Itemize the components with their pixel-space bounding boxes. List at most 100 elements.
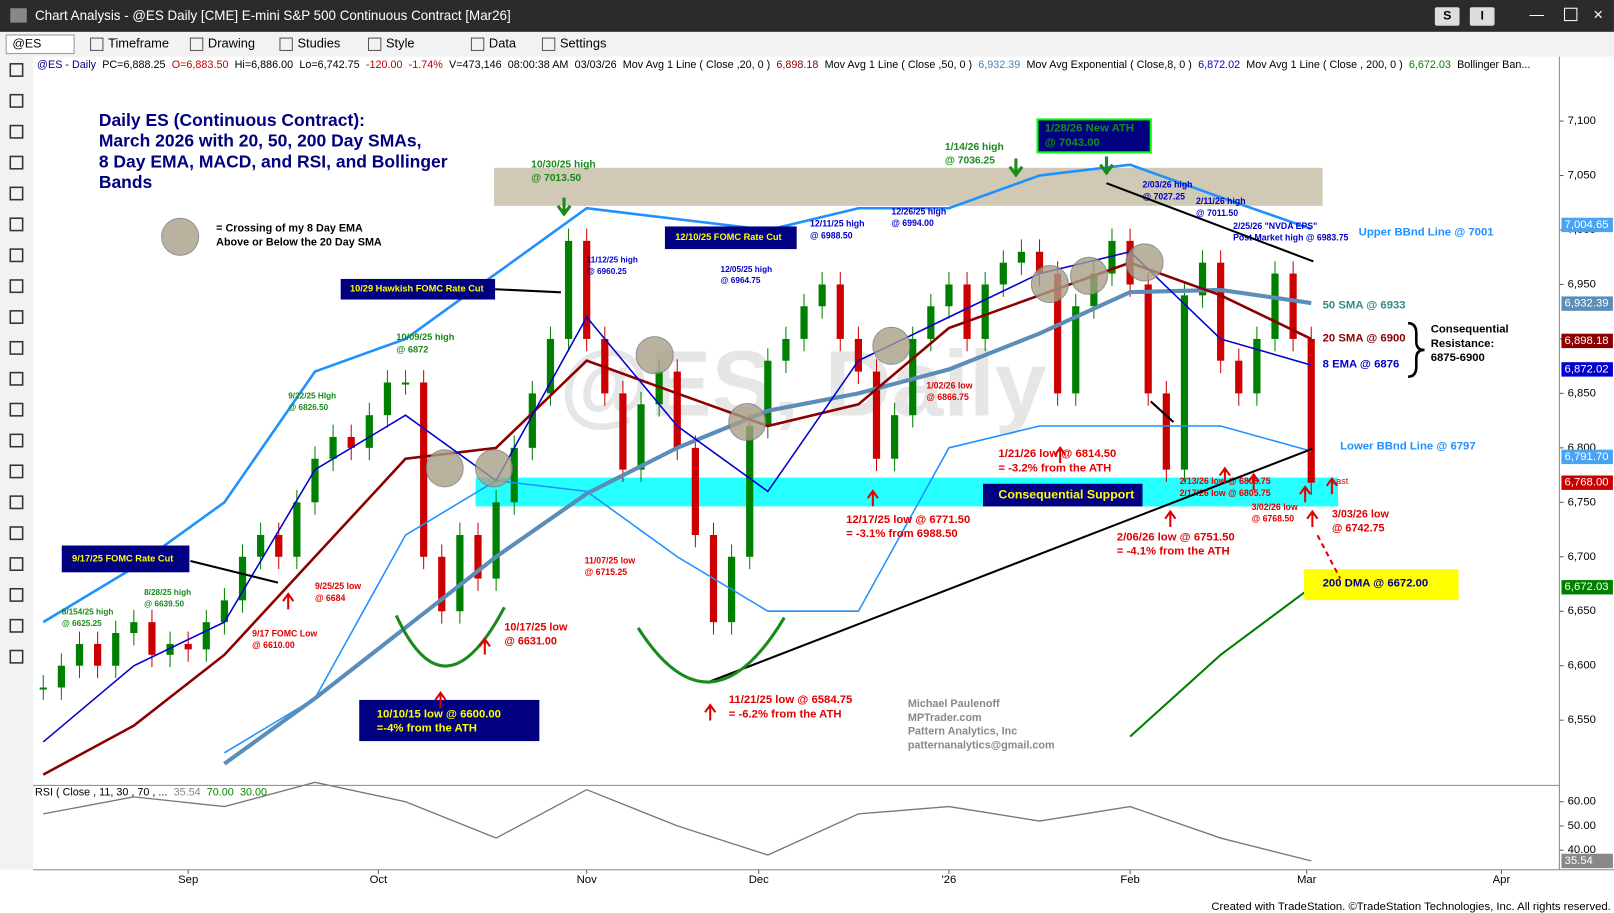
tool-icon[interactable] bbox=[9, 402, 24, 417]
toolbar-item[interactable]: Data bbox=[489, 36, 517, 51]
price-tag bbox=[1561, 853, 1613, 869]
base-arc bbox=[394, 606, 506, 668]
tool-icon[interactable] bbox=[9, 371, 24, 386]
annotation: 9/22/25 HIgh bbox=[288, 391, 336, 400]
toolbar-item[interactable]: Drawing bbox=[208, 36, 255, 51]
symbol[interactable]: @ES bbox=[12, 37, 41, 51]
status-item: -1.74% bbox=[409, 59, 444, 71]
status-item: 08:00:38 AM bbox=[508, 59, 569, 71]
tool-icon[interactable] bbox=[9, 587, 24, 602]
status-item: Bollinger Ban... bbox=[1457, 59, 1530, 71]
maximize[interactable] bbox=[1564, 7, 1578, 22]
y-tick-label: 7,050 bbox=[1568, 170, 1596, 182]
candle bbox=[39, 687, 47, 690]
cross-marker bbox=[161, 217, 200, 256]
candle bbox=[546, 338, 555, 394]
symbol-box[interactable] bbox=[5, 34, 75, 55]
toolbar-icon[interactable] bbox=[90, 37, 104, 51]
annotation: @ 7027.25 bbox=[1143, 191, 1186, 201]
i-button-label[interactable]: I bbox=[1480, 9, 1483, 23]
cross-marker bbox=[425, 449, 464, 488]
annotation: @ 6964.75 bbox=[721, 276, 761, 285]
series-line bbox=[223, 425, 1312, 754]
tool-icon[interactable] bbox=[9, 495, 24, 510]
toolbar-icon[interactable] bbox=[541, 37, 556, 51]
toolbar-icon[interactable] bbox=[470, 37, 485, 51]
candle bbox=[166, 643, 174, 655]
annotation: 10/17/25 low bbox=[504, 622, 568, 634]
candle bbox=[818, 284, 826, 307]
cross-marker bbox=[1030, 265, 1069, 304]
candle bbox=[329, 436, 337, 459]
toolbar-item[interactable]: Settings bbox=[560, 36, 606, 51]
candle bbox=[75, 643, 84, 666]
cross-marker bbox=[1069, 256, 1109, 295]
toolbar-item[interactable]: Style bbox=[386, 36, 415, 51]
tool-icon[interactable] bbox=[9, 340, 24, 355]
tool-icon[interactable] bbox=[9, 279, 24, 294]
bracket bbox=[1407, 321, 1425, 379]
s-button[interactable] bbox=[1434, 7, 1460, 26]
candle bbox=[981, 284, 989, 339]
price-tag-label: 6,768.00 bbox=[1565, 477, 1609, 489]
up-arrow bbox=[434, 690, 447, 709]
tool-icon[interactable] bbox=[9, 433, 24, 448]
x-tick-label: Dec bbox=[749, 874, 769, 886]
status-item: -120.00 bbox=[366, 59, 403, 71]
tool-icon[interactable] bbox=[9, 217, 24, 232]
tool-icon[interactable] bbox=[9, 526, 24, 541]
minimize[interactable]: — bbox=[1530, 7, 1545, 23]
y-tick-label: 40.00 bbox=[1568, 844, 1596, 856]
candle bbox=[854, 338, 862, 372]
tool-icon[interactable] bbox=[9, 186, 24, 201]
candle bbox=[1198, 262, 1207, 296]
annotation: 9/17 FOMC Low bbox=[252, 628, 317, 638]
annotation: 8 Day EMA, MACD, and RSI, and Bollinger bbox=[99, 151, 448, 171]
annotation-box bbox=[1036, 118, 1152, 154]
status-item: 6,872.02 bbox=[1198, 59, 1240, 71]
x-tick-label: '26 bbox=[942, 874, 957, 886]
toolbar-item[interactable]: Studies bbox=[297, 36, 340, 51]
candle bbox=[510, 447, 518, 503]
tool-icon[interactable] bbox=[9, 649, 24, 664]
up-arrow bbox=[866, 489, 879, 507]
y-tick-label: 6,700 bbox=[1568, 551, 1596, 563]
close[interactable]: × bbox=[1593, 6, 1603, 24]
annotation: 1/21/26 low @ 6814.50 bbox=[998, 448, 1116, 460]
toolbar-item[interactable]: Timeframe bbox=[108, 36, 169, 51]
toolbar-icon[interactable] bbox=[367, 37, 382, 51]
tool-icon[interactable] bbox=[9, 557, 24, 572]
tool-icon[interactable] bbox=[9, 248, 24, 263]
status-item: 6,932.39 bbox=[978, 59, 1020, 71]
app-icon bbox=[10, 8, 27, 23]
toolbar-icon[interactable] bbox=[189, 37, 204, 51]
up-arrow bbox=[1299, 485, 1312, 503]
annotation: 1/14/26 high bbox=[945, 142, 1004, 153]
annotation: 9/25/25 low bbox=[315, 581, 361, 591]
rsi-label-part: 35.54 bbox=[174, 786, 201, 798]
annotation: Consequential Support bbox=[998, 487, 1134, 501]
s-button-label[interactable]: S bbox=[1443, 9, 1451, 23]
annotation-box bbox=[1304, 569, 1459, 601]
series-line bbox=[43, 781, 1312, 862]
status-line: @ES - Daily PC=6,888.25 O=6,883.50 Hi=6,886… bbox=[37, 59, 1530, 71]
tool-icon[interactable] bbox=[9, 310, 24, 324]
watermark: @ES, Daily bbox=[559, 332, 1046, 436]
support-zone bbox=[475, 477, 1339, 507]
annotation: 2/11/26 high bbox=[1196, 196, 1246, 206]
tool-icon[interactable] bbox=[9, 124, 24, 139]
candle bbox=[57, 665, 65, 688]
tool-icon[interactable] bbox=[9, 93, 24, 108]
y-tick-label: 6,550 bbox=[1568, 714, 1596, 726]
price-tag-label: 6,872.02 bbox=[1565, 363, 1609, 375]
tool-icon[interactable] bbox=[9, 464, 24, 479]
candle bbox=[1271, 273, 1279, 339]
tool-icon[interactable] bbox=[9, 63, 24, 77]
cross-marker bbox=[728, 402, 767, 442]
status-item: @ES - Daily bbox=[37, 59, 97, 71]
i-button[interactable] bbox=[1469, 7, 1495, 26]
tool-icon[interactable] bbox=[9, 155, 24, 170]
annotation: 8/154/25 high bbox=[62, 608, 114, 617]
toolbar-icon[interactable] bbox=[279, 37, 293, 51]
tool-icon[interactable] bbox=[9, 618, 24, 633]
